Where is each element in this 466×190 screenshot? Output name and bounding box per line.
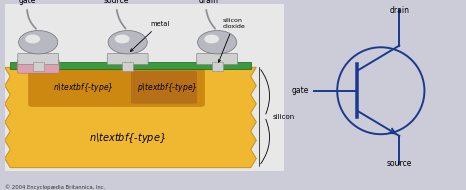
FancyBboxPatch shape	[107, 53, 148, 64]
Text: silicon
dioxide: silicon dioxide	[218, 18, 246, 62]
Text: gate: gate	[291, 86, 308, 95]
Circle shape	[198, 31, 237, 54]
Text: silicon: silicon	[273, 114, 295, 120]
Text: © 2004 Encyclopædia Britannica, Inc.: © 2004 Encyclopædia Britannica, Inc.	[5, 184, 105, 190]
FancyBboxPatch shape	[17, 60, 59, 73]
Circle shape	[108, 31, 147, 54]
FancyBboxPatch shape	[28, 68, 205, 107]
FancyBboxPatch shape	[197, 53, 238, 64]
Text: metal: metal	[130, 21, 169, 51]
Circle shape	[115, 35, 130, 44]
Text: source: source	[387, 159, 412, 169]
FancyBboxPatch shape	[18, 53, 59, 64]
Polygon shape	[5, 67, 256, 168]
Text: $n$\textbf{-type}: $n$\textbf{-type}	[53, 81, 113, 94]
Circle shape	[19, 31, 58, 54]
Text: drain: drain	[389, 6, 409, 15]
Text: gate: gate	[18, 0, 36, 6]
Circle shape	[204, 35, 219, 44]
Text: source: source	[104, 0, 129, 6]
Bar	[33, 62, 44, 71]
Text: drain: drain	[199, 0, 219, 6]
Text: $n$\textbf{-type}: $n$\textbf{-type}	[89, 131, 166, 145]
Bar	[212, 62, 223, 71]
FancyBboxPatch shape	[130, 71, 198, 104]
Bar	[10, 62, 251, 69]
Bar	[122, 62, 133, 71]
Text: $p$\textbf{-type}: $p$\textbf{-type}	[137, 81, 197, 94]
Circle shape	[25, 35, 40, 44]
